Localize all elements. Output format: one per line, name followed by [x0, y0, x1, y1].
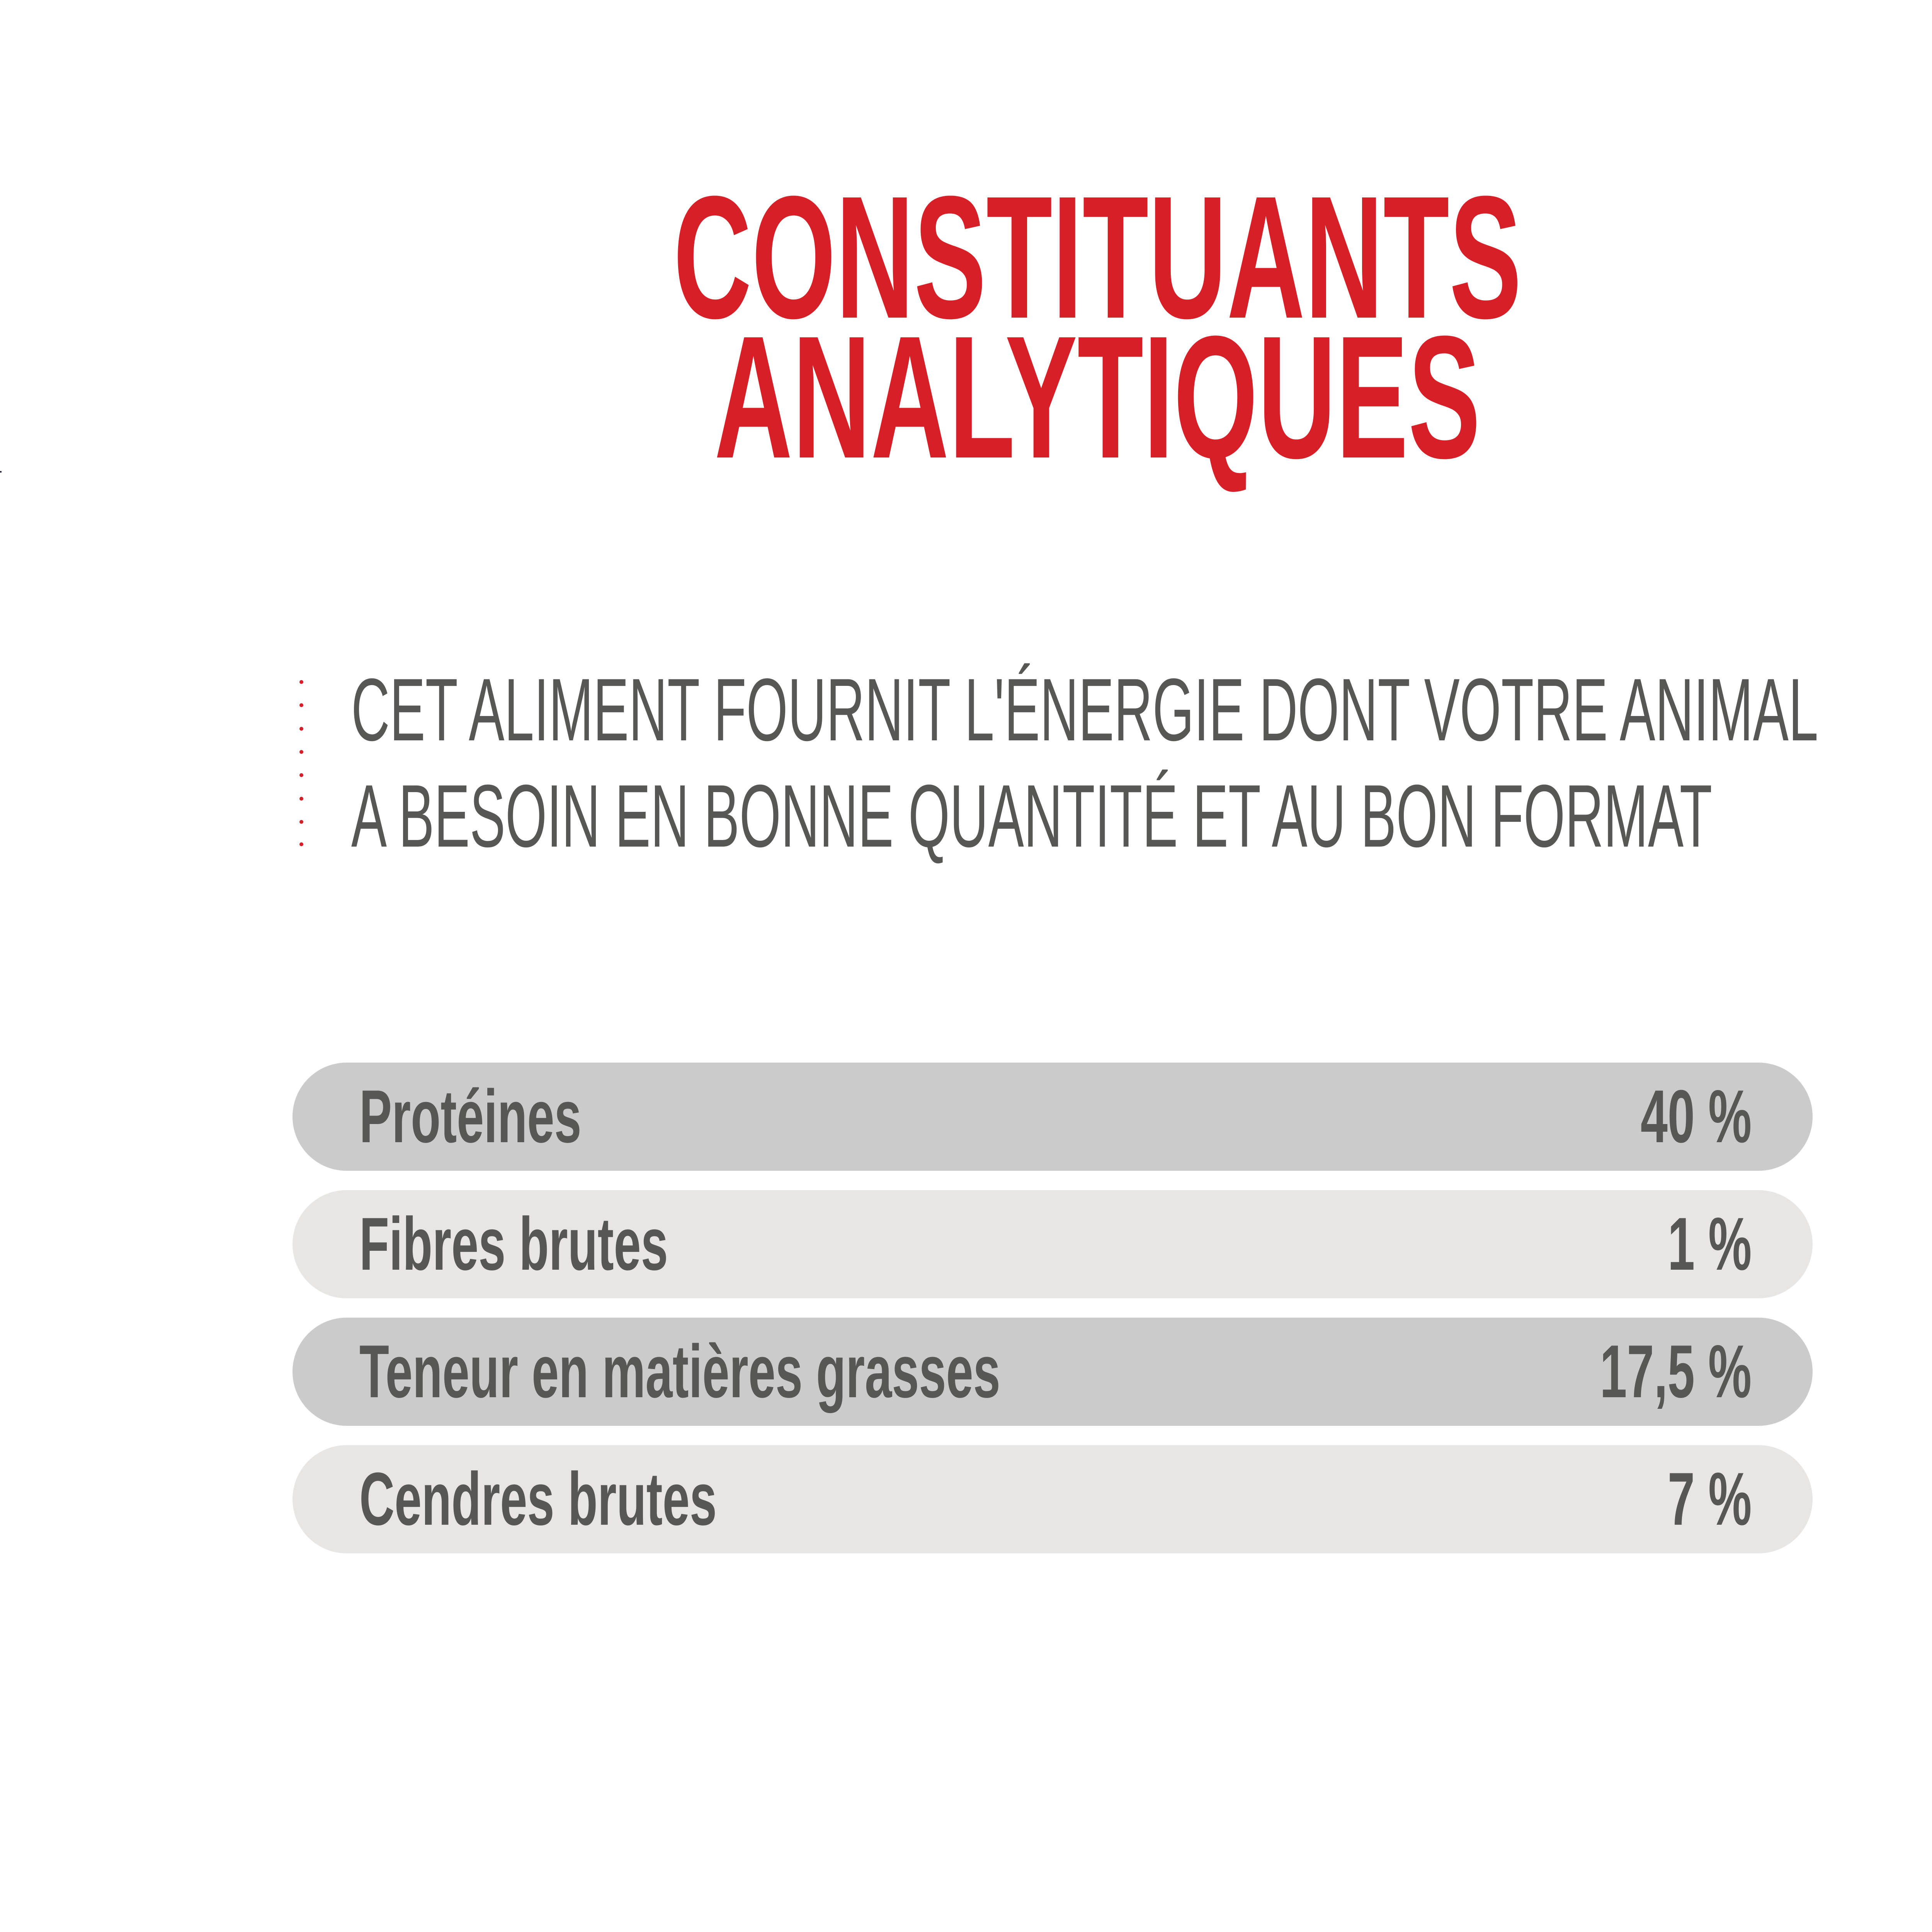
- constituent-label: Teneur en matières grasses: [359, 1330, 1000, 1413]
- constituent-value: 17,5 %: [1600, 1330, 1752, 1413]
- constituent-row-fibres: Fibres brutes 1 %: [293, 1190, 1813, 1298]
- constituent-row-proteines: Protéines 40 %: [293, 1063, 1813, 1171]
- subtitle-line-1: CET ALIMENT FOURNIT L'ÉNERGIE DONT VOTRE…: [351, 660, 1818, 759]
- constituent-value: 1 %: [1667, 1202, 1752, 1286]
- page-title-line-2: ANALYTIQUES: [0, 310, 1932, 485]
- constituent-label: Cendres brutes: [359, 1457, 717, 1541]
- dotted-accent-line: [299, 680, 303, 846]
- constituent-value: 7 %: [1667, 1457, 1752, 1541]
- constituent-value: 40 %: [1640, 1075, 1752, 1158]
- dot: [299, 680, 303, 684]
- subtitle-line-2: A BESOIN EN BONNE QUANTITÉ ET AU BON FOR…: [351, 766, 1713, 866]
- constituent-label: Protéines: [359, 1075, 582, 1158]
- dot: [299, 842, 303, 846]
- dot: [299, 750, 303, 754]
- constituent-row-cendres: Cendres brutes 7 %: [293, 1445, 1813, 1553]
- dot: [299, 727, 303, 731]
- dot: [299, 797, 303, 801]
- dot: [299, 703, 303, 707]
- dot: [299, 773, 303, 777]
- page-title-text-1: CONSTITUANTS: [673, 160, 1522, 355]
- page-title-line-1: CONSTITUANTS: [0, 170, 1932, 345]
- constituent-row-matieres-grasses: Teneur en matières grasses 17,5 %: [293, 1318, 1813, 1426]
- constituent-label: Fibres brutes: [359, 1202, 668, 1286]
- dot: [299, 820, 303, 824]
- edge-artifact: [0, 471, 2, 473]
- page-title-text-2: ANALYTIQUES: [714, 299, 1481, 495]
